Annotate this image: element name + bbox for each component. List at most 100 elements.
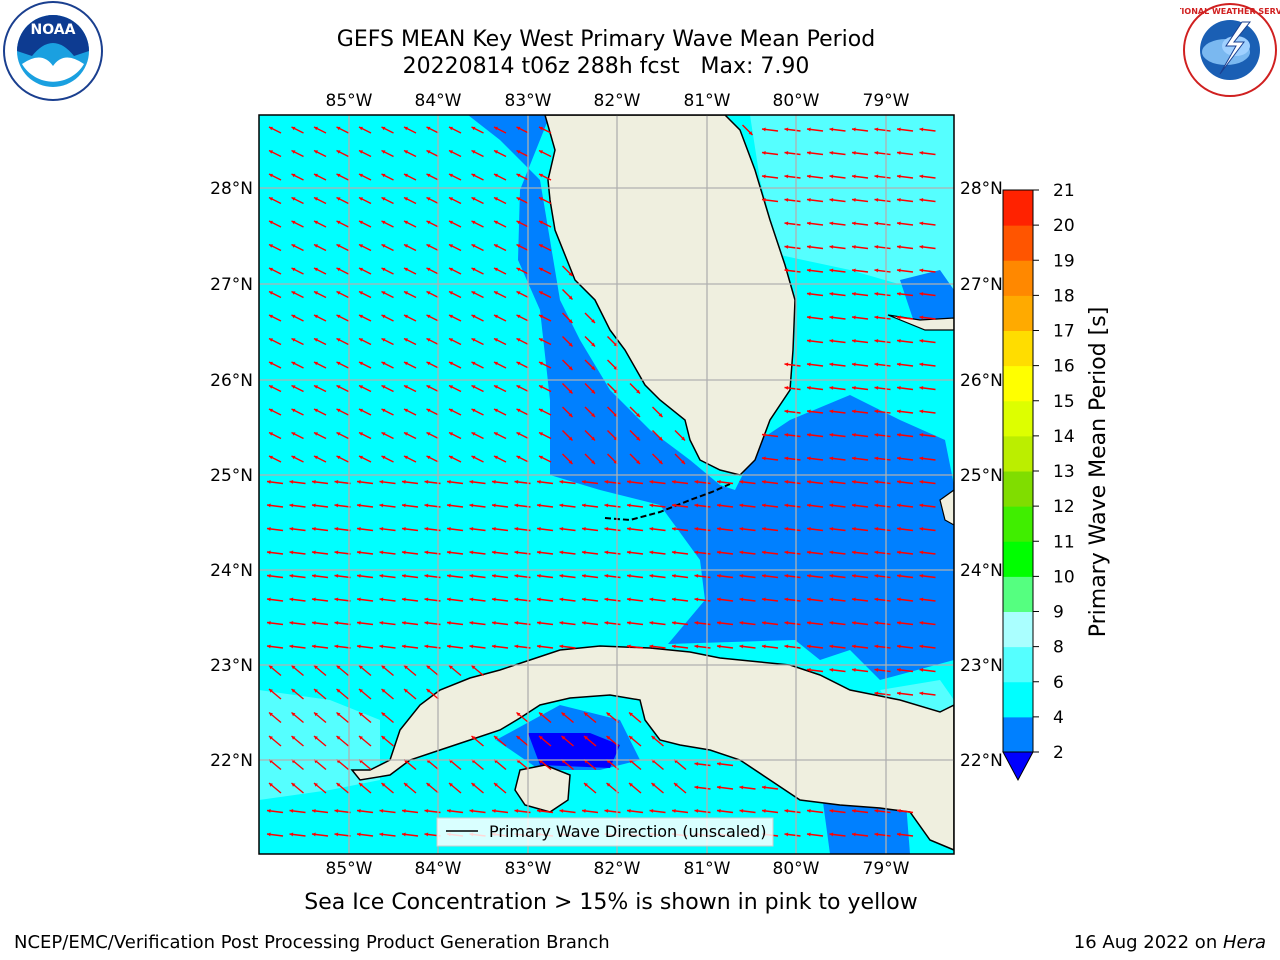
lat-tick-left: 23°N [210, 656, 253, 676]
colorbar-tick-label: 21 [1053, 181, 1075, 201]
wave-arrow [291, 711, 304, 724]
wave-arrow [426, 220, 439, 228]
wave-arrow [649, 550, 666, 555]
wave-arrow [806, 550, 824, 555]
wave-arrow [784, 527, 801, 532]
wave-arrow [559, 480, 576, 485]
wave-arrow [806, 292, 824, 297]
wave-arrow [448, 384, 462, 393]
wave-arrow [336, 290, 349, 299]
wave-arrow [806, 198, 824, 203]
wave-arrow [516, 408, 529, 416]
wave-arrow [559, 809, 576, 814]
wave-arrow [471, 361, 484, 369]
colorbar-segment [1003, 260, 1033, 296]
wave-arrow [784, 597, 801, 602]
wave-arrow [761, 785, 779, 790]
wave-arrow [448, 173, 462, 181]
wave-arrow [313, 243, 327, 252]
wave-arrow [403, 243, 417, 252]
wave-arrow [426, 664, 439, 677]
wave-arrow [604, 574, 621, 579]
wave-arrow [401, 644, 419, 649]
wave-arrow [401, 621, 419, 626]
wave-arrow [694, 527, 711, 532]
wave-arrow [381, 267, 394, 275]
wave-arrow [829, 245, 846, 250]
wave-arrow [291, 688, 304, 700]
lat-tick-right: 24°N [960, 561, 1003, 581]
wave-arrow [491, 644, 509, 649]
wave-arrow [604, 480, 621, 485]
wave-arrow [291, 290, 304, 299]
wave-arrow [652, 406, 663, 418]
wave-arrow [334, 527, 351, 532]
colorbar-segment [1003, 435, 1033, 472]
wave-arrow [874, 315, 891, 320]
wave-arrow [268, 711, 282, 724]
wave-arrow [694, 503, 711, 508]
wave-arrow [919, 386, 936, 391]
wave-arrow [516, 196, 529, 205]
blue-region-grand-bahama [900, 270, 954, 330]
wave-arrow [562, 430, 573, 441]
wave-arrow [336, 711, 349, 724]
wave-arrow [806, 315, 824, 320]
wave-arrow [356, 480, 374, 485]
wave-arrow [379, 597, 396, 602]
wave-arrow [806, 527, 824, 532]
wave-arrow [919, 174, 936, 179]
wave-arrow [536, 574, 554, 579]
wave-arrow [491, 527, 509, 532]
wave-arrow [426, 290, 439, 299]
colorbar-segment [1003, 541, 1033, 577]
wave-arrow [739, 574, 756, 579]
wave-arrow [268, 384, 282, 393]
lon-tick-bottom: 84°W [415, 859, 462, 879]
andros-island [939, 489, 954, 526]
wave-arrow [426, 782, 439, 794]
wave-arrow [336, 126, 349, 134]
wave-arrow [896, 480, 914, 485]
wave-arrow [671, 574, 689, 579]
wave-arrow [358, 711, 372, 724]
wave-arrow [583, 735, 597, 747]
wave-arrow [471, 664, 484, 677]
wave-arrow [874, 832, 891, 837]
wave-arrow [268, 337, 282, 346]
wave-arrow [336, 267, 349, 275]
wave-arrow [761, 198, 779, 203]
wave-arrow [516, 220, 529, 228]
wave-arrow [851, 668, 869, 673]
wave-arrow [874, 292, 891, 297]
wave-arrow [919, 198, 936, 203]
wave-arrow [493, 361, 507, 369]
wave-arrow [784, 268, 801, 273]
wave-arrow [379, 503, 396, 508]
wave-arrow [403, 688, 417, 700]
wave-arrow [761, 127, 779, 132]
wave-arrow [469, 527, 486, 532]
wave-arrow [358, 431, 372, 440]
wave-arrow [493, 384, 507, 393]
colorbar-tick-label: 11 [1053, 532, 1075, 552]
wave-arrow [851, 245, 869, 250]
colorbar-segment [1003, 190, 1033, 226]
wave-arrow [291, 267, 304, 275]
colorbar: 2 4 6 8 9 10 11 12 13 14 15 16 17 18 19 20 21 [1002, 181, 1075, 782]
wave-arrow [381, 173, 394, 181]
wave-arrow [896, 221, 914, 226]
wave-arrow [268, 782, 282, 794]
colorbar-segment [1003, 611, 1033, 648]
wave-arrow [784, 386, 801, 391]
wave-arrow [381, 688, 394, 700]
wave-arrow [426, 688, 439, 700]
wave-arrow [896, 151, 914, 156]
wave-arrow [559, 574, 576, 579]
wave-arrow [896, 809, 914, 814]
wave-arrow [336, 782, 349, 794]
colorbar-segment [1003, 295, 1033, 331]
wave-arrow [516, 290, 529, 299]
wave-arrow [516, 384, 529, 393]
